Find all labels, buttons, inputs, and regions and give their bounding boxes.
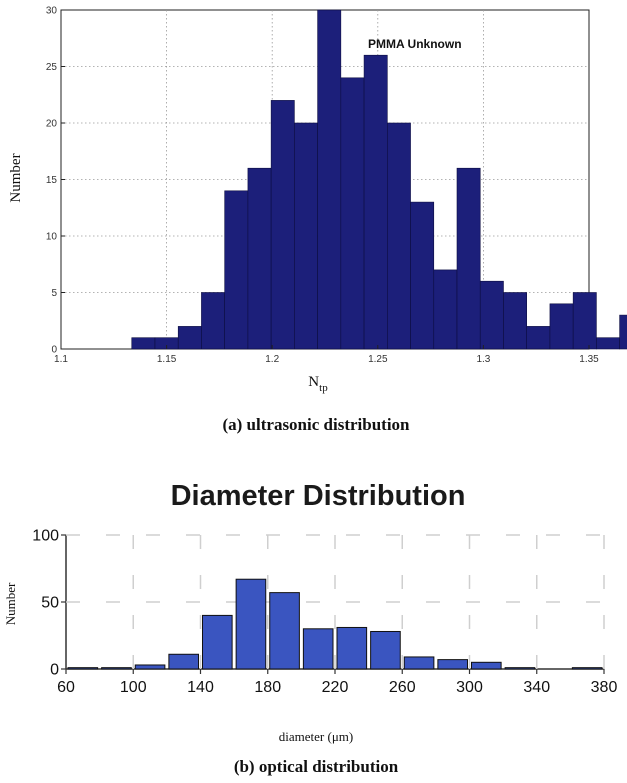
ultrasonic-x-axis-label: Ntp bbox=[308, 374, 328, 394]
optical-bar bbox=[67, 667, 99, 670]
optical-x-tick-label: 380 bbox=[591, 679, 618, 696]
ultrasonic-bar bbox=[131, 337, 156, 350]
ultrasonic-bar bbox=[619, 314, 627, 350]
optical-y-axis-label: Number bbox=[3, 582, 18, 625]
optical-bar bbox=[269, 592, 300, 670]
optical-grid bbox=[66, 534, 605, 669]
optical-bar bbox=[370, 630, 401, 670]
optical-x-tick-label: 340 bbox=[523, 679, 550, 696]
ultrasonic-bar bbox=[270, 100, 295, 350]
optical-bar bbox=[235, 578, 267, 670]
ultrasonic-bar bbox=[526, 326, 551, 350]
ultrasonic-x-tick-label: 1.35 bbox=[579, 354, 599, 365]
ultrasonic-y-tick-label: 10 bbox=[46, 232, 58, 243]
ultrasonic-x-ticks: 1.1 1.15 1.2 1.25 1.3 1.35 bbox=[54, 345, 599, 365]
ultrasonic-y-tick-label: 25 bbox=[46, 62, 58, 73]
optical-chart-title: Diameter Distribution bbox=[171, 480, 466, 512]
ultrasonic-y-tick-label: 0 bbox=[51, 345, 57, 356]
ultrasonic-x-tick-label: 1.2 bbox=[265, 354, 279, 365]
optical-x-tick-label: 180 bbox=[254, 679, 281, 696]
ultrasonic-bar bbox=[549, 303, 574, 350]
ultrasonic-histogram: 0 5 10 15 20 25 30 1.1 1.15 1.2 1.25 1.3 1.35 PMMA … bbox=[8, 6, 627, 434]
optical-bar bbox=[471, 661, 502, 670]
optical-y-tick-label: 0 bbox=[50, 662, 59, 679]
ultrasonic-x-tick-label: 1.3 bbox=[476, 354, 490, 365]
ultrasonic-bar bbox=[294, 122, 318, 350]
optical-bar bbox=[202, 614, 233, 670]
optical-y-tick-label: 100 bbox=[32, 528, 59, 545]
ultrasonic-x-tick-label: 1.15 bbox=[157, 354, 177, 365]
ultrasonic-bar bbox=[363, 54, 388, 350]
optical-bars bbox=[67, 578, 603, 670]
ultrasonic-bar bbox=[410, 201, 435, 350]
optical-x-tick-label: 60 bbox=[57, 679, 75, 696]
optical-y-ticks: 0 50 100 bbox=[32, 528, 66, 679]
ultrasonic-bars bbox=[131, 9, 627, 350]
ultrasonic-x-tick-label: 1.25 bbox=[368, 354, 388, 365]
ultrasonic-y-axis-label: Number bbox=[8, 153, 24, 202]
ultrasonic-bar bbox=[387, 122, 411, 350]
ultrasonic-caption: (a) ultrasonic distribution bbox=[222, 415, 410, 434]
ultrasonic-bar bbox=[247, 167, 272, 350]
optical-bar bbox=[168, 653, 199, 670]
optical-histogram: Diameter Distribution 0 50 100 60 100 140 180… bbox=[3, 480, 617, 776]
ultrasonic-y-tick-label: 5 bbox=[51, 288, 57, 299]
ultrasonic-x-axis-label-sub: tp bbox=[319, 382, 328, 394]
optical-x-tick-label: 100 bbox=[120, 679, 147, 696]
ultrasonic-y-tick-label: 20 bbox=[46, 119, 58, 130]
ultrasonic-bar bbox=[596, 337, 620, 350]
ultrasonic-bar bbox=[456, 167, 481, 350]
ultrasonic-y-ticks: 0 5 10 15 20 25 30 bbox=[46, 6, 65, 356]
optical-x-tick-label: 140 bbox=[187, 679, 214, 696]
ultrasonic-bar bbox=[224, 190, 249, 350]
ultrasonic-annotation: PMMA Unknown bbox=[368, 37, 462, 51]
optical-x-tick-label: 300 bbox=[456, 679, 483, 696]
ultrasonic-bar bbox=[433, 269, 458, 350]
optical-bar bbox=[336, 626, 368, 670]
ultrasonic-bar bbox=[177, 326, 202, 350]
optical-x-axis-label: diameter (μm) bbox=[279, 729, 353, 744]
ultrasonic-bar bbox=[503, 292, 527, 350]
optical-x-tick-label: 260 bbox=[389, 679, 416, 696]
ultrasonic-y-tick-label: 15 bbox=[46, 175, 58, 186]
ultrasonic-bar bbox=[340, 77, 365, 350]
optical-bar bbox=[101, 667, 132, 670]
ultrasonic-bar bbox=[201, 292, 225, 350]
optical-bar bbox=[134, 664, 166, 670]
optical-x-ticks: 60 100 140 180 220 260 300 340 380 bbox=[57, 669, 617, 696]
ultrasonic-bar bbox=[479, 280, 504, 350]
ultrasonic-bar bbox=[572, 292, 597, 350]
optical-bar bbox=[571, 667, 603, 670]
optical-bar bbox=[437, 659, 468, 670]
optical-x-tick-label: 220 bbox=[322, 679, 349, 696]
ultrasonic-x-tick-label: 1.1 bbox=[54, 354, 68, 365]
ultrasonic-y-tick-label: 30 bbox=[46, 6, 58, 17]
optical-bar bbox=[403, 656, 435, 670]
optical-y-tick-label: 50 bbox=[41, 595, 59, 612]
optical-caption: (b) optical distribution bbox=[234, 757, 399, 776]
optical-bar bbox=[302, 628, 334, 670]
ultrasonic-bar bbox=[317, 9, 342, 350]
optical-bar bbox=[504, 667, 536, 670]
ultrasonic-x-axis-label-main: N bbox=[308, 374, 319, 390]
